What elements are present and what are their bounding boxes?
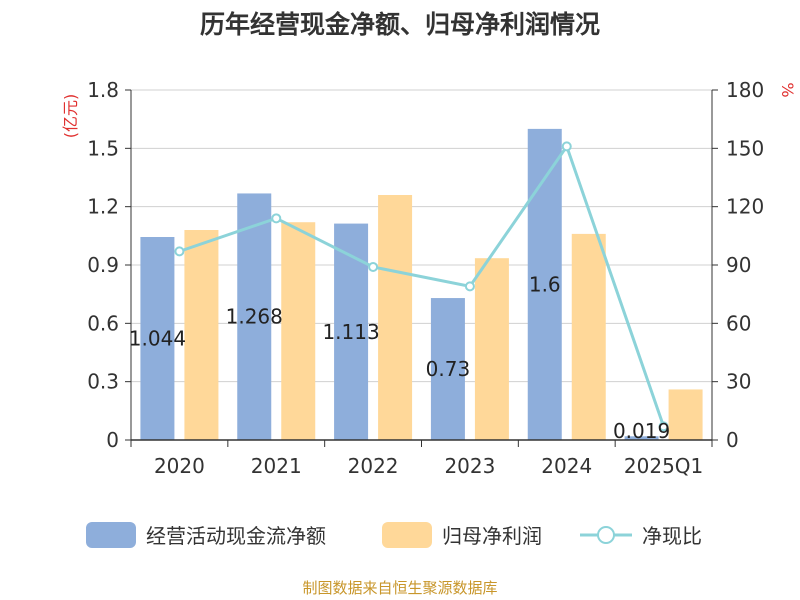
y-right-tick-label: 60 xyxy=(726,311,751,335)
bar-netprofit-2023 xyxy=(474,258,509,440)
legend-swatch-netprofit xyxy=(382,522,432,548)
x-tick-label: 2023 xyxy=(444,454,495,478)
bar-cashflow-2025Q1 xyxy=(624,436,659,440)
legend-label-netprofit: 归母净利润 xyxy=(442,524,542,548)
legend-swatch-ratio-marker xyxy=(597,526,615,544)
y-left-tick-label: 1.2 xyxy=(87,195,119,219)
bar-cashflow-2022 xyxy=(334,223,369,440)
y-right-tick-label: 150 xyxy=(726,136,764,160)
data-label-cashflow-2021: 1.268 xyxy=(226,305,283,329)
y-left-tick-label: 0.3 xyxy=(87,370,119,394)
y-right-tick-label: 0 xyxy=(726,428,739,452)
y-left-tick-label: 0.6 xyxy=(87,311,119,335)
legend-label-ratio: 净现比 xyxy=(642,524,702,548)
bar-netprofit-2021 xyxy=(281,222,316,440)
y-right-tick-label: 30 xyxy=(726,370,751,394)
y-right-tick-label: 180 xyxy=(726,78,764,102)
point-ratio-2021 xyxy=(271,213,282,224)
data-label-cashflow-2020: 1.044 xyxy=(129,327,186,351)
data-label-cashflow-2025Q1: 0.019 xyxy=(613,419,670,443)
y-right-tick-label: 120 xyxy=(726,195,764,219)
bar-netprofit-2025Q1 xyxy=(668,389,703,440)
x-tick-label: 2020 xyxy=(154,454,205,478)
point-ratio-2023 xyxy=(464,281,475,292)
point-ratio-2024 xyxy=(561,141,572,152)
y-right-tick-label: 90 xyxy=(726,253,751,277)
y-left-tick-label: 1.5 xyxy=(87,136,119,160)
x-tick-label: 2022 xyxy=(348,454,399,478)
y-left-tick-label: 1.8 xyxy=(87,78,119,102)
x-tick-label: 2021 xyxy=(251,454,302,478)
x-tick-label: 2025Q1 xyxy=(624,454,703,478)
data-label-cashflow-2022: 1.113 xyxy=(322,320,379,344)
point-ratio-2020 xyxy=(174,246,185,257)
x-tick-label: 2024 xyxy=(541,454,592,478)
y-left-tick-label: 0.9 xyxy=(87,253,119,277)
point-ratio-2025Q1 xyxy=(658,421,669,432)
data-label-cashflow-2023: 0.73 xyxy=(426,357,471,381)
bar-netprofit-2020 xyxy=(184,230,219,440)
source-note: 制图数据来自恒生聚源数据库 xyxy=(302,579,497,597)
y-left-tick-label: 0 xyxy=(106,428,119,452)
y-left-axis-label: (亿元) xyxy=(61,94,80,139)
chart-title: 历年经营现金净额、归母净利润情况 xyxy=(200,10,600,39)
line-ratio xyxy=(178,143,666,427)
legend-swatch-cashflow xyxy=(86,522,136,548)
bar-netprofit-2022 xyxy=(378,195,413,440)
point-ratio-2022 xyxy=(368,261,379,272)
bar-cashflow-2020 xyxy=(140,237,175,440)
bar-cashflow-2023 xyxy=(430,298,465,440)
bar-cashflow-2021 xyxy=(237,193,272,440)
bar-netprofit-2024 xyxy=(571,233,606,440)
y-right-axis-label: % xyxy=(778,82,797,97)
data-label-cashflow-2024: 1.6 xyxy=(529,272,561,296)
legend-label-cashflow: 经营活动现金流净额 xyxy=(146,524,326,548)
